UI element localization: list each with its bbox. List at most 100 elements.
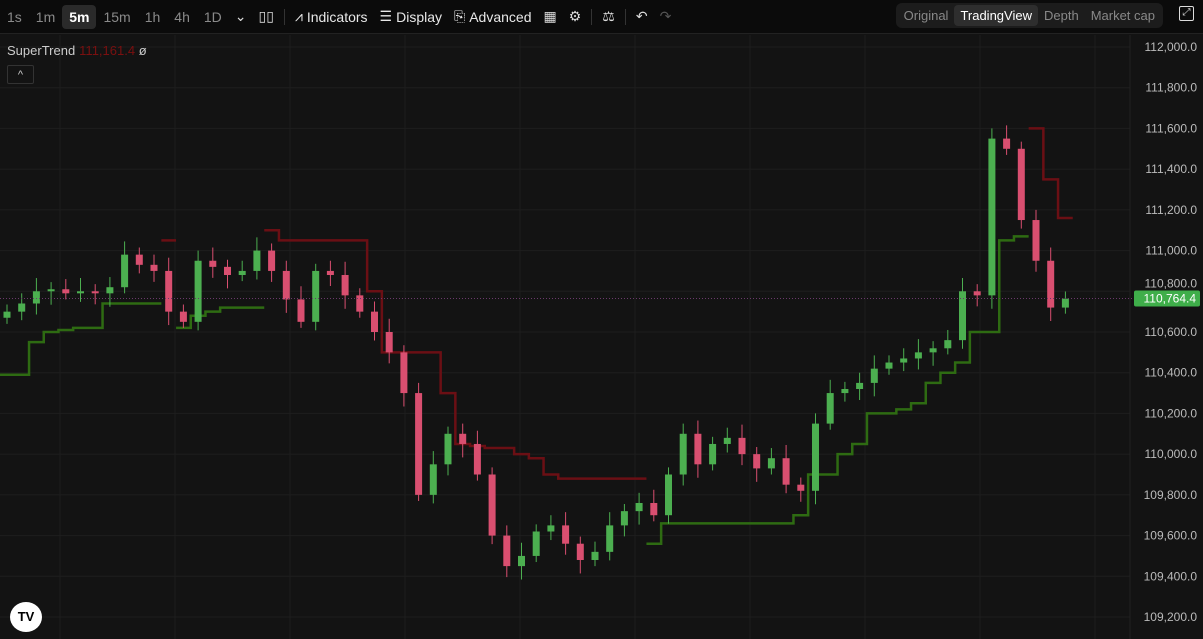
timeframe-group: 1s 1m 5m 15m 1h 4h 1D [0,4,229,29]
timeframe-1h[interactable]: 1h [144,8,161,25]
indicators-button[interactable]: ⩘ Indicators [289,8,374,25]
candle-body [591,551,599,560]
candle-body [341,275,349,296]
view-market-cap[interactable]: Market cap [1090,8,1155,23]
candle-body [959,291,966,341]
candle-body [356,295,364,312]
candle-body [179,311,187,322]
supertrend-up-line [176,306,265,330]
candle-body [885,362,893,369]
candle-body [518,555,525,567]
timeframe-1m[interactable]: 1m [35,8,56,25]
view-tradingview[interactable]: TradingView [954,5,1038,26]
y-tick-label: 109,400.0 [1144,569,1198,583]
collapse-legend-button[interactable]: ^ [7,65,34,84]
candle-body [209,260,217,267]
undo-icon[interactable]: ↶ [635,8,648,24]
candle-body [753,454,761,469]
timeframe-15m[interactable]: 15m [103,8,131,25]
timeframe-1s[interactable]: 1s [7,8,22,25]
candle-body [767,458,775,469]
advanced-button[interactable]: ⎘ Advanced [448,8,537,25]
candle-body [121,254,129,288]
candle-body [914,352,922,359]
y-tick-label: 111,600.0 [1145,121,1197,135]
candle-body [900,358,908,363]
fullscreen-icon[interactable]: ⤢ [1179,6,1194,21]
indicator-name: SuperTrend [7,43,76,58]
candle-body [738,437,746,455]
timeframe-1D[interactable]: 1D [203,8,222,25]
supertrend-up-line [646,235,1029,545]
tradingview-logo[interactable]: TV [10,602,42,632]
candle-body [91,291,99,294]
y-tick-label: 109,600.0 [1144,529,1198,543]
candle-type-icon[interactable]: ▯▯ [258,8,274,24]
candle-body [503,535,511,567]
candle-body [473,443,481,475]
timeframe-4h[interactable]: 4h [174,8,190,25]
indicators-label: Indicators [306,8,368,25]
candle-body [62,289,70,294]
candle-body [576,543,584,560]
chevron-down-icon[interactable]: ⌄ [234,8,247,24]
y-tick-label: 110,200.0 [1145,406,1198,420]
candle-body [253,250,261,271]
y-tick-label: 111,000.0 [1145,244,1197,258]
view-depth[interactable]: Depth [1043,8,1079,23]
divider [591,8,593,25]
candle-body [606,525,614,552]
candle-body [238,270,246,275]
candle-body [194,260,202,322]
indicator-legend: SuperTrend 111,161.4 ø [7,43,147,58]
candle-body [385,332,393,353]
price-chart[interactable]: 109,200.0 109,400.0 109,600.0 109,800.0 110,… [0,35,1203,639]
candle-body [224,266,231,275]
y-tick-label: 110,400.0 [1145,366,1198,380]
y-tick-label: 109,800.0 [1144,488,1198,502]
candle-body [1047,260,1055,308]
candle-body [297,299,305,322]
y-tick-label: 111,400.0 [1145,162,1197,176]
candle-body [400,352,408,394]
candle-body [1017,148,1025,221]
candle-body [709,443,717,465]
candle-body [77,291,84,294]
candle-body [694,433,702,465]
timeframe-5m[interactable]: 5m [62,4,97,29]
candle-body [856,382,864,389]
candle-body [282,270,290,300]
gear-icon[interactable]: ⚙ [568,8,582,24]
candle-body [650,503,658,516]
candle-body [723,437,731,444]
divider [283,8,285,25]
candle-body [268,250,276,271]
candle-body [812,423,819,491]
y-tick-label: 109,200.0 [1144,610,1198,624]
candle-body [47,289,55,292]
supertrend-down-line [1028,127,1073,220]
divider [624,8,626,25]
display-button[interactable]: ☰ Display [374,8,448,25]
candle-body [18,303,26,312]
candle-body [620,511,628,526]
candle-body [679,433,687,475]
view-original[interactable]: Original [903,8,949,23]
candle-body [562,525,570,544]
y-tick-label: 110,800.0 [1145,277,1198,291]
indicator-extra: ø [138,43,147,58]
candle-body [841,389,849,394]
compare-scale-icon[interactable]: ⚖ [602,8,615,24]
list-icon: ☰ [379,8,393,24]
advanced-label: Advanced [469,8,532,25]
candle-body [1003,138,1011,149]
last-price-label: 110,764.4 [1144,292,1197,306]
candle-body [826,393,834,424]
y-tick-label: 111,800.0 [1145,81,1197,95]
calendar-icon[interactable]: ▦ [543,8,557,24]
indicator-value: 111,161.4 [79,43,136,58]
candle-body [106,287,114,294]
candle-body [488,474,496,536]
indicators-icon: ⩘ [294,8,303,24]
redo-icon[interactable]: ↷ [659,8,672,24]
